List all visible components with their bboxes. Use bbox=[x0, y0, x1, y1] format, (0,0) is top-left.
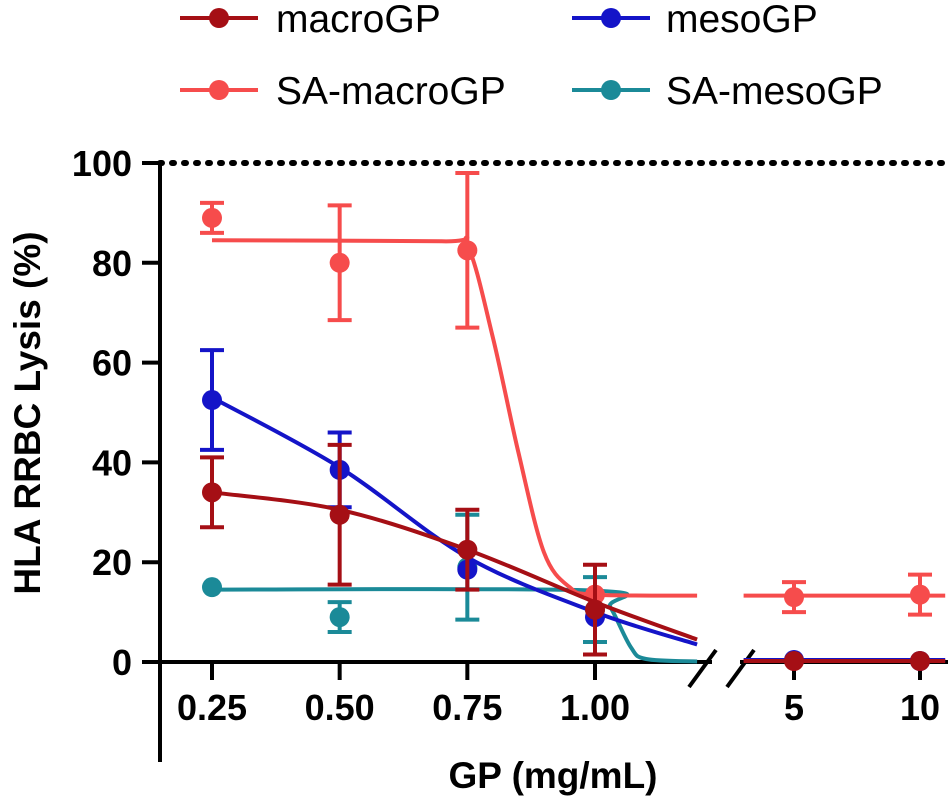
legend: macroGP mesoGP SA-macroGP SA-mesoGP bbox=[180, 0, 883, 113]
y-tick-label-80: 80 bbox=[92, 243, 132, 284]
y-tick-label-20: 20 bbox=[92, 542, 132, 583]
series-SA-macroGP bbox=[200, 170, 946, 617]
legend-label-SA-mesoGP: SA-mesoGP bbox=[666, 70, 883, 113]
y-tick-label-0: 0 bbox=[112, 642, 132, 683]
data-point-SA-macroGP bbox=[202, 207, 222, 228]
axis-break-mark-right bbox=[725, 648, 756, 689]
axis-break-mark-left bbox=[687, 648, 718, 689]
x-ticks: 0.25 0.50 0.75 1.00 5 10 bbox=[177, 662, 940, 728]
x-tick-label-0.50: 0.50 bbox=[305, 687, 375, 728]
legend-item-SA-mesoGP: SA-mesoGP bbox=[572, 70, 883, 113]
y-axis-title: HLA RRBC Lysis (%) bbox=[7, 231, 48, 594]
y-tick-label-40: 40 bbox=[92, 442, 132, 483]
data-point-SA-macroGP bbox=[457, 240, 478, 261]
series-layer bbox=[200, 170, 946, 672]
x-tick-label-0.25: 0.25 bbox=[177, 687, 247, 728]
x-tick-label-0.75: 0.75 bbox=[432, 687, 502, 728]
legend-label-macroGP: macroGP bbox=[276, 0, 441, 41]
series-SA-mesoGP bbox=[202, 512, 698, 664]
data-point-SA-mesoGP bbox=[202, 577, 222, 598]
x-tick-label-1.00: 1.00 bbox=[560, 687, 630, 728]
series-macroGP bbox=[200, 442, 946, 672]
data-point-SA-macroGP bbox=[784, 587, 804, 608]
legend-item-macroGP: macroGP bbox=[180, 0, 441, 41]
y-tick-label-100: 100 bbox=[72, 143, 132, 184]
data-point-SA-macroGP bbox=[910, 584, 930, 605]
x-tick-label-10: 10 bbox=[900, 687, 940, 728]
data-point-macroGP bbox=[329, 504, 350, 525]
data-point-SA-mesoGP bbox=[329, 607, 350, 628]
fit-curve-mesoGP bbox=[211, 395, 698, 647]
fit-curve-SA-mesoGP bbox=[211, 587, 698, 664]
axes bbox=[157, 160, 948, 762]
fit-curve-macroGP bbox=[211, 490, 698, 642]
y-tick-label-60: 60 bbox=[92, 343, 132, 384]
data-point-macroGP bbox=[910, 651, 930, 672]
data-point-mesoGP bbox=[202, 390, 222, 411]
data-point-macroGP bbox=[784, 651, 804, 672]
data-point-SA-macroGP bbox=[329, 252, 350, 273]
y-ticks: 0 20 40 60 80 100 bbox=[72, 143, 160, 683]
x-tick-label-5: 5 bbox=[784, 687, 804, 728]
legend-item-mesoGP: mesoGP bbox=[572, 0, 818, 41]
legend-label-SA-macroGP: SA-macroGP bbox=[276, 70, 506, 113]
x-axis-title: GP (mg/mL) bbox=[449, 755, 658, 796]
data-point-macroGP bbox=[202, 482, 222, 503]
fit-curve-SA-macroGP bbox=[211, 235, 698, 598]
legend-label-mesoGP: mesoGP bbox=[666, 0, 818, 41]
data-point-macroGP bbox=[457, 539, 478, 560]
series-mesoGP bbox=[200, 348, 946, 672]
legend-item-SA-macroGP: SA-macroGP bbox=[180, 70, 506, 113]
data-point-macroGP bbox=[585, 599, 605, 620]
